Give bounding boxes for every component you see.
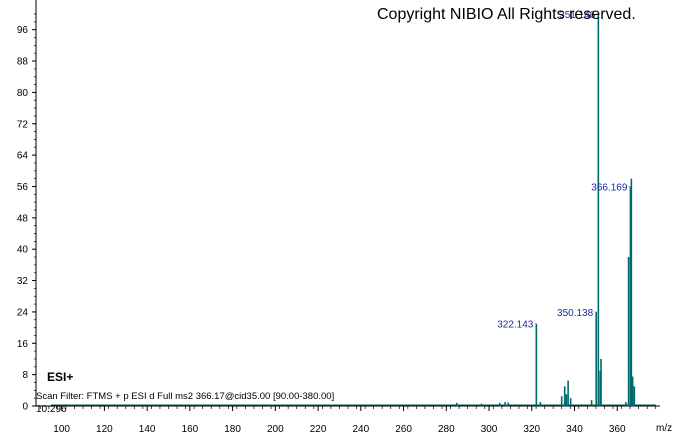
y-tick-label: 32 <box>17 276 29 287</box>
y-tick-label: 56 <box>17 182 29 193</box>
x-tick-label: 320 <box>523 424 540 434</box>
peak-label: 366.169 <box>591 182 628 193</box>
x-tick-label: 220 <box>310 424 327 434</box>
y-tick-label: 24 <box>17 307 29 318</box>
x-tick-label: 340 <box>566 424 583 434</box>
x-axis: 100 120 140 160 180 200 220 240 260 280 300 320 340 3… <box>36 405 660 434</box>
x-tick-label: 140 <box>139 424 156 434</box>
y-tick-label: 88 <box>17 57 29 68</box>
x-tick-label: 100 <box>53 424 70 434</box>
x-axis-unit-label: m/z <box>656 423 672 434</box>
y-axis: 0 8 16 24 32 40 48 56 64 72 80 88 96 <box>17 0 37 413</box>
x-tick-label: 360 <box>609 424 626 434</box>
x-tick-label: 200 <box>267 424 284 434</box>
y-tick-label: 72 <box>17 119 29 130</box>
y-tick-label: 80 <box>17 88 29 99</box>
ion-mode-label: ESI+ <box>47 370 73 384</box>
peak-label: 350.138 <box>557 308 594 319</box>
y-tick-label: 0 <box>22 402 28 413</box>
x-tick-label: 300 <box>481 424 498 434</box>
scan-filter-text: Scan Filter: FTMS + p ESI d Full ms2 366… <box>36 391 334 402</box>
peak-label: 351.146 <box>559 10 596 21</box>
y-tick-label: 64 <box>17 151 29 162</box>
x-tick-label: 260 <box>395 424 412 434</box>
y-tick-label: 16 <box>17 339 29 350</box>
peak-label: 322.143 <box>497 320 534 331</box>
peak-labels: 322.143 350.138 351.146 366.169 <box>497 10 631 331</box>
x-tick-label: 280 <box>438 424 455 434</box>
peak-bars <box>50 14 656 406</box>
y-tick-label: 96 <box>17 25 29 36</box>
x-tick-label: 120 <box>96 424 113 434</box>
y-tick-label: 8 <box>22 370 28 381</box>
y-tick-label: 40 <box>17 245 29 256</box>
x-tick-label: 160 <box>182 424 199 434</box>
x-tick-label: 180 <box>224 424 241 434</box>
copyright-notice: Copyright NIBIO All Rights reserved. <box>377 6 636 23</box>
x-tick-label: 240 <box>352 424 369 434</box>
base-intensity-value: 10.296 <box>36 404 67 415</box>
y-tick-label: 48 <box>17 213 29 224</box>
